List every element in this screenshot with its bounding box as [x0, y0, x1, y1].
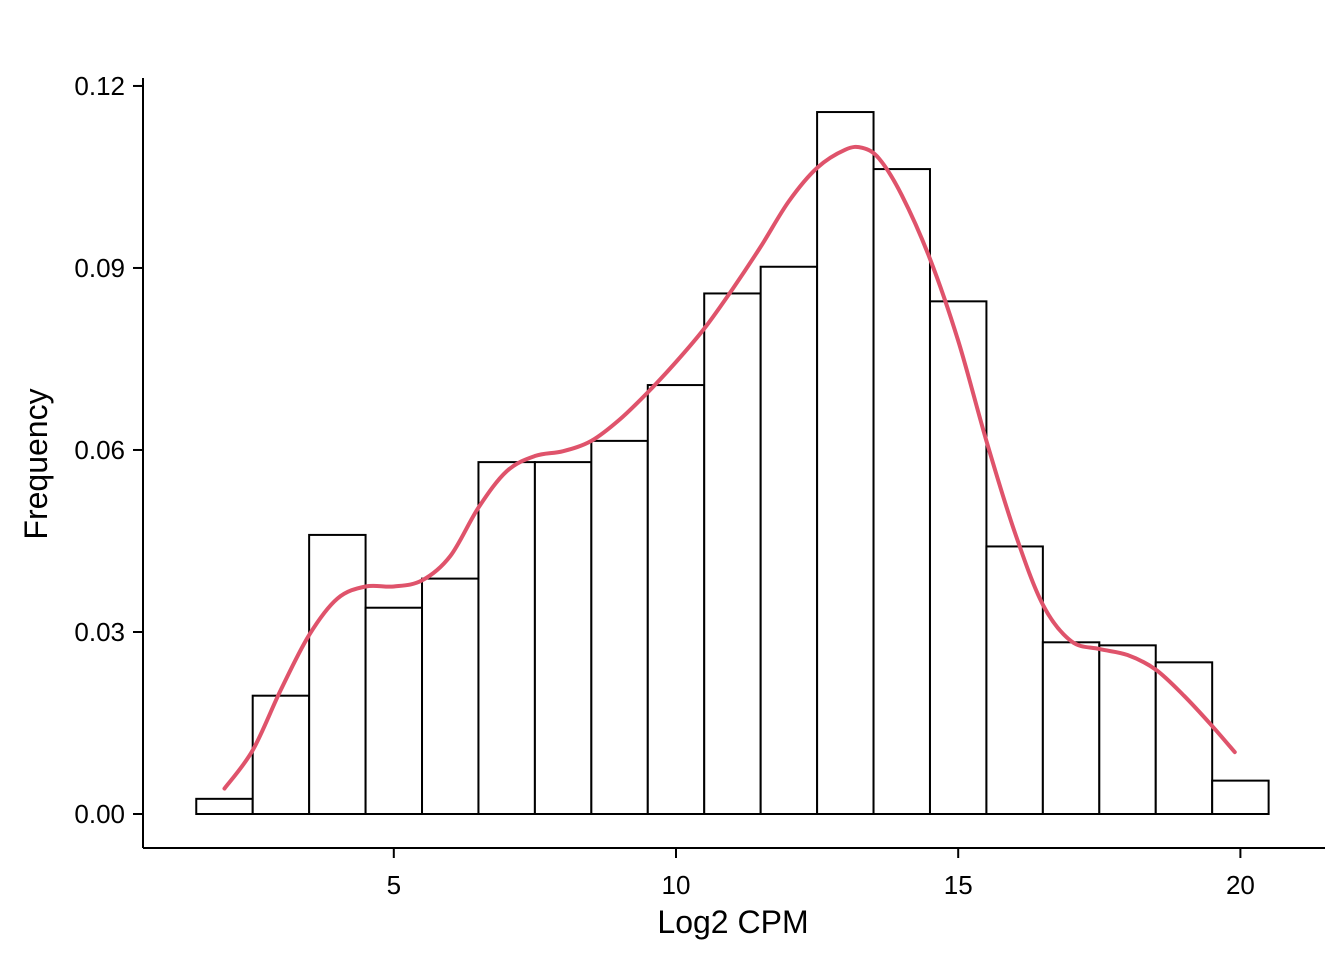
- histogram-bar: [533, 461, 593, 815]
- histogram-bar: [421, 577, 480, 815]
- histogram-bar: [1154, 661, 1214, 816]
- x-tick-label: 15: [944, 870, 973, 900]
- histogram-bar: [590, 439, 649, 815]
- y-axis-title: Frequency: [18, 388, 54, 539]
- histogram-bar: [759, 265, 819, 815]
- histogram-bar: [872, 168, 931, 816]
- y-tick-label: 0.00: [74, 799, 125, 829]
- histogram-bar: [1041, 641, 1101, 815]
- histogram-bar: [364, 606, 424, 815]
- histogram-bar: [477, 461, 536, 815]
- y-tick-label: 0.03: [74, 617, 125, 647]
- density-curve-group: [222, 144, 1237, 791]
- histogram-bar: [251, 694, 311, 815]
- histogram-bar: [646, 384, 706, 815]
- histogram-bar: [195, 797, 254, 816]
- x-tick-label: 10: [662, 870, 691, 900]
- x-tick-label: 20: [1226, 870, 1255, 900]
- x-tick-label: 5: [387, 870, 401, 900]
- density-curve: [222, 144, 1237, 791]
- histogram-bar: [1098, 644, 1157, 815]
- histogram-bar: [816, 111, 875, 816]
- histogram-bars: [195, 111, 1270, 816]
- x-axis-title: Log2 CPM: [657, 904, 808, 940]
- histogram-bar: [703, 292, 762, 815]
- x-axis-ticks: 5 10 15 20: [387, 848, 1255, 900]
- histogram-bar: [928, 300, 988, 815]
- histogram-bar: [985, 545, 1044, 815]
- y-tick-label: 0.12: [74, 71, 125, 101]
- axes: 0.00 0.03 0.06 0.09 0.12 5 10 15 20: [74, 71, 1325, 900]
- y-tick-label: 0.06: [74, 435, 125, 465]
- histogram-bar: [1211, 779, 1270, 815]
- y-axis-ticks: 0.00 0.03 0.06 0.09 0.12: [74, 71, 143, 829]
- histogram-bar: [308, 533, 367, 816]
- y-tick-label: 0.09: [74, 253, 125, 283]
